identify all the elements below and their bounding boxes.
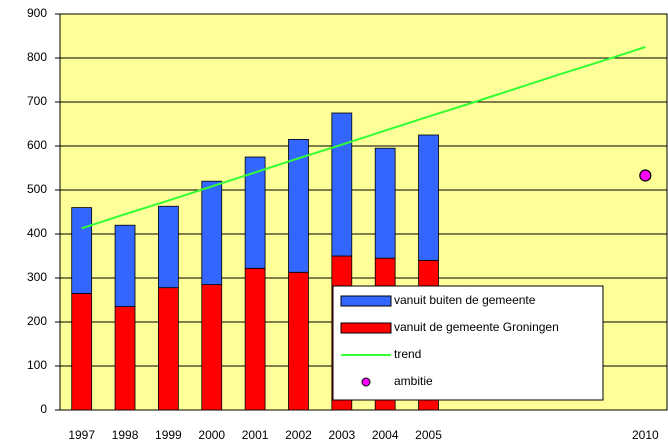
plot-border	[59, 13, 668, 411]
x-tick-label: 1998	[112, 428, 139, 442]
x-tick-label: 2010	[632, 428, 659, 442]
y-tick-label: 500	[27, 182, 47, 196]
legend-swatch	[340, 295, 392, 307]
bar	[331, 112, 353, 257]
bar	[418, 134, 439, 261]
x-tick-label: 2001	[242, 428, 269, 442]
bar	[114, 306, 136, 411]
legend-label: ambitie	[394, 374, 433, 388]
y-tick-label: 700	[27, 94, 47, 108]
x-tick-label: 1999	[155, 428, 182, 442]
x-tick-label: 2003	[328, 428, 355, 442]
y-tick-label: 900	[27, 6, 47, 20]
legend-swatch	[340, 322, 392, 334]
bar	[288, 271, 309, 411]
bar	[71, 292, 93, 411]
y-tick-label: 400	[27, 226, 47, 240]
y-tick-label: 0	[40, 402, 47, 416]
bar	[158, 287, 179, 411]
bar	[71, 207, 93, 294]
y-tick-label: 100	[27, 358, 47, 372]
trend-line	[81, 46, 646, 230]
x-tick-label: 2002	[285, 428, 312, 442]
y-tick-label: 800	[27, 50, 47, 64]
legend-swatch	[361, 377, 371, 387]
x-tick-label: 1997	[68, 428, 95, 442]
bar	[201, 284, 223, 411]
y-tick-label: 200	[27, 314, 47, 328]
y-tick-label: 600	[27, 138, 47, 152]
bar	[244, 156, 266, 269]
y-tick-label: 300	[27, 270, 47, 284]
bar	[201, 180, 223, 285]
bar	[158, 205, 179, 289]
bar	[114, 224, 136, 307]
bar	[288, 138, 309, 273]
legend-label: vanuit de gemeente Groningen	[394, 320, 559, 334]
x-tick-label: 2005	[415, 428, 442, 442]
bar	[374, 147, 396, 259]
x-tick-label: 2004	[372, 428, 399, 442]
legend-label: trend	[394, 347, 421, 361]
legend-label: vanuit buiten de gemeente	[394, 293, 536, 307]
bar	[244, 267, 266, 411]
point	[639, 169, 652, 182]
x-tick-label: 2000	[198, 428, 225, 442]
